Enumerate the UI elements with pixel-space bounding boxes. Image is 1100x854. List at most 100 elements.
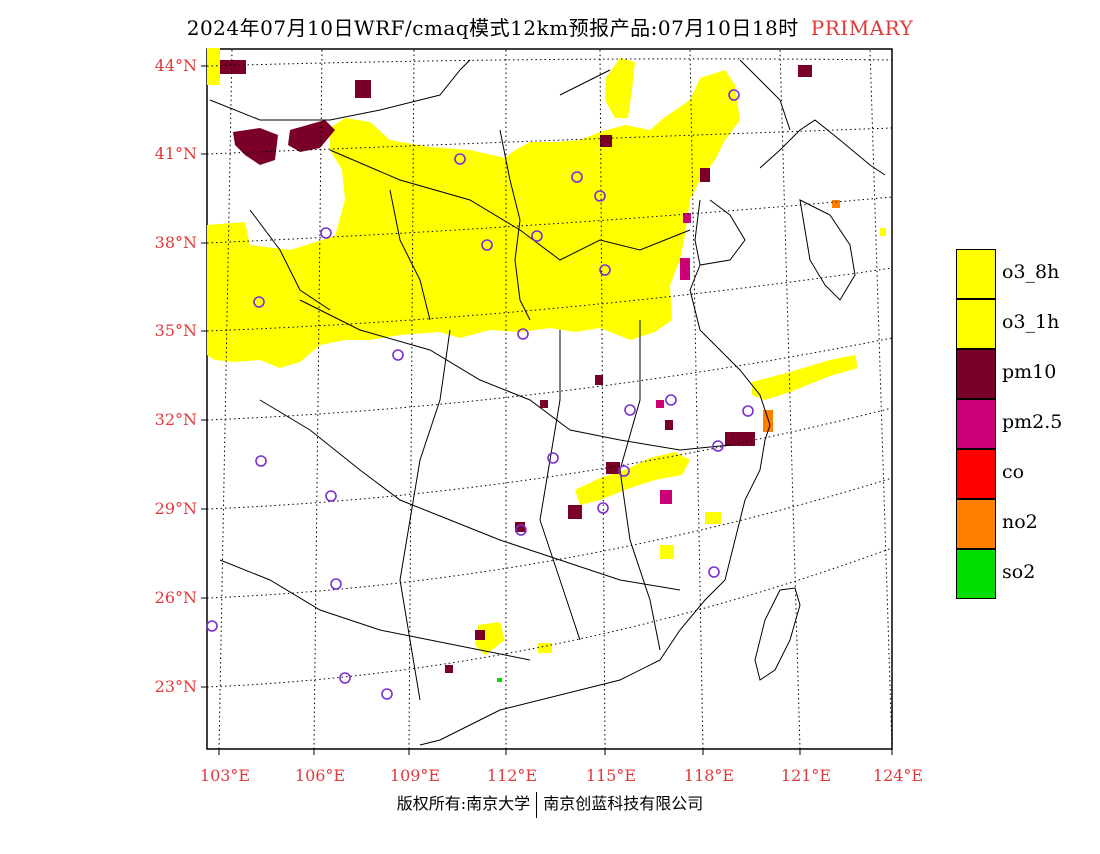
station-marker bbox=[742, 405, 754, 417]
station-markers bbox=[206, 89, 754, 700]
province-line-6 bbox=[539, 330, 581, 641]
station-marker bbox=[325, 490, 337, 502]
station-marker bbox=[599, 264, 611, 276]
station-marker bbox=[515, 524, 527, 536]
station-marker bbox=[728, 89, 740, 101]
lat-label-29: 29°N bbox=[154, 499, 197, 518]
lat-label-35: 35°N bbox=[154, 321, 197, 340]
lat-label-26: 26°N bbox=[154, 588, 197, 607]
pm10-patch-nw bbox=[220, 60, 246, 74]
lat-label-41: 41°N bbox=[154, 144, 197, 163]
legend-label: pm2.5 bbox=[1002, 411, 1063, 433]
footer-separator bbox=[536, 791, 538, 818]
copyright-left: 版权所有:南京大学 bbox=[396, 794, 531, 813]
legend-label: so2 bbox=[1002, 561, 1036, 583]
legend-swatch bbox=[956, 449, 996, 499]
o3-plume-east-small bbox=[705, 512, 721, 524]
station-marker bbox=[618, 465, 630, 477]
taiwan-outline bbox=[754, 587, 801, 681]
legend-row-no2: no2 bbox=[956, 499, 1096, 549]
lon-label-103: 103°E bbox=[199, 766, 251, 785]
legend-swatch bbox=[956, 249, 996, 299]
pm25-layer bbox=[656, 213, 691, 504]
o3-plume-yangtze bbox=[575, 452, 690, 505]
pm10-patch-central2 bbox=[595, 375, 603, 385]
pm10-patch-shanghai bbox=[725, 432, 755, 446]
station-marker bbox=[330, 578, 342, 590]
pm10-patch-hebei bbox=[600, 135, 612, 147]
lon-label-106: 106°E bbox=[294, 766, 346, 785]
korea-outline bbox=[799, 199, 856, 301]
legend-label: o3_8h bbox=[1002, 261, 1060, 283]
lon-label-121: 121°E bbox=[780, 766, 832, 785]
national-border bbox=[209, 59, 791, 131]
lon-label-124: 124°E bbox=[872, 766, 924, 785]
pm10-patch-shandong bbox=[700, 168, 710, 182]
pm10-patch-wuhan bbox=[606, 462, 620, 474]
copyright-right: 南京创蓝科技有限公司 bbox=[543, 794, 704, 813]
province-line-2 bbox=[299, 299, 731, 451]
title-main: 2024年07月10日WRF/cmaq模式12km预报产品:07月10日18时 bbox=[186, 16, 799, 40]
station-marker bbox=[517, 328, 529, 340]
province-line-7 bbox=[619, 320, 661, 651]
pm25-patch-anhui bbox=[656, 400, 664, 408]
lon-label-109: 109°E bbox=[389, 766, 441, 785]
legend-swatch bbox=[956, 399, 996, 449]
province-line-4 bbox=[219, 559, 531, 661]
legend-row-pm10: pm10 bbox=[956, 349, 1096, 399]
lon-label-112: 112°E bbox=[486, 766, 538, 785]
lat-label-23: 23°N bbox=[154, 677, 197, 696]
legend-label: co bbox=[1002, 461, 1025, 483]
station-marker bbox=[253, 296, 265, 308]
station-marker bbox=[597, 502, 609, 514]
lat-line-44 bbox=[206, 58, 893, 67]
station-marker bbox=[339, 672, 351, 684]
lat-line-38 bbox=[206, 196, 893, 244]
o3-plume-south-small bbox=[538, 643, 552, 653]
pm10-patch-inner-mongolia-2 bbox=[288, 120, 335, 152]
province-line-8 bbox=[249, 189, 431, 321]
legend-row-o3-1h: o3_1h bbox=[956, 299, 1096, 349]
station-marker bbox=[708, 566, 720, 578]
so2-patch-guangdong bbox=[497, 678, 502, 682]
pm10-patch-anhui bbox=[665, 420, 673, 430]
chart-title: 2024年07月10日WRF/cmaq模式12km预报产品:07月10日18时 P… bbox=[0, 12, 1100, 41]
pm10-patch-hunan2 bbox=[515, 522, 525, 532]
lat-line-35 bbox=[206, 267, 893, 332]
station-marker bbox=[571, 171, 583, 183]
lat-label-44: 44°N bbox=[154, 56, 197, 75]
legend-label: no2 bbox=[1002, 511, 1038, 533]
station-marker bbox=[255, 455, 267, 467]
pm25-patch-jiangxi bbox=[660, 490, 672, 504]
pm10-patch-ne bbox=[798, 65, 812, 77]
o3-plume-gulf bbox=[880, 228, 886, 236]
title-tag: PRIMARY bbox=[810, 16, 914, 40]
station-marker bbox=[392, 349, 404, 361]
province-line-3 bbox=[259, 399, 681, 591]
legend-swatch bbox=[956, 349, 996, 399]
province-line-1 bbox=[329, 149, 691, 261]
axis-ticks bbox=[201, 65, 893, 755]
province-line-9 bbox=[499, 129, 531, 321]
legend-row-so2: so2 bbox=[956, 549, 1096, 599]
lat-line-41 bbox=[206, 127, 893, 155]
station-marker bbox=[547, 452, 559, 464]
o3-plume-northeast bbox=[605, 58, 635, 118]
pm10-patch-north bbox=[355, 80, 371, 98]
station-marker bbox=[381, 688, 393, 700]
lat-label-38: 38°N bbox=[154, 233, 197, 252]
lon-label-115: 115°E bbox=[585, 766, 637, 785]
graticule bbox=[206, 48, 893, 750]
station-marker bbox=[531, 230, 543, 242]
o3-plume-east-small2 bbox=[660, 545, 674, 559]
station-marker bbox=[624, 404, 636, 416]
station-marker bbox=[206, 620, 218, 632]
boundary-lines bbox=[209, 59, 886, 746]
pm10-patch-hunan bbox=[568, 505, 582, 519]
lat-label-32: 32°N bbox=[154, 410, 197, 429]
no2-patch-liaoning bbox=[832, 200, 840, 208]
legend-row-o3-8h: o3_8h bbox=[956, 249, 1096, 299]
legend-label: pm10 bbox=[1002, 361, 1057, 383]
